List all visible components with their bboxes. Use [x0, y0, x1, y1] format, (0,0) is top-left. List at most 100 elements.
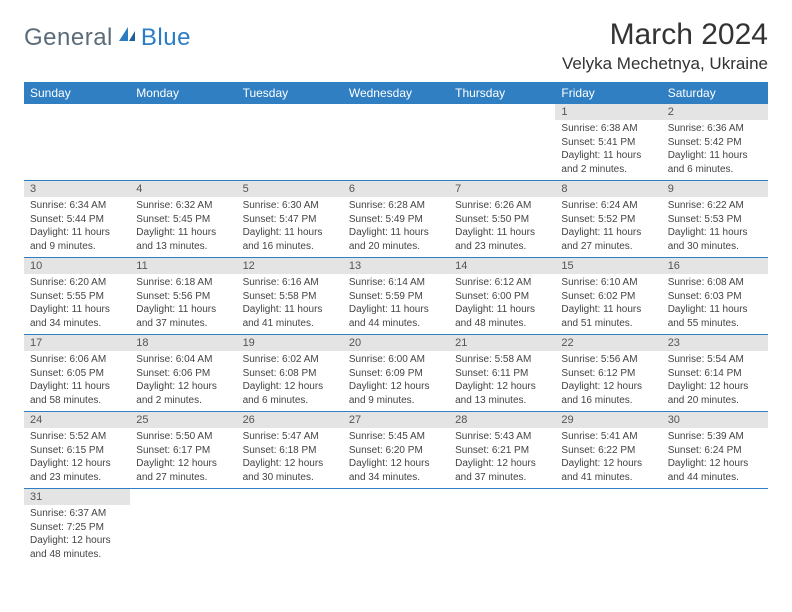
calendar-week-row: 24Sunrise: 5:52 AMSunset: 6:15 PMDayligh…	[24, 412, 768, 489]
sunset-text: Sunset: 7:25 PM	[30, 521, 124, 535]
day-details: Sunrise: 6:36 AMSunset: 5:42 PMDaylight:…	[662, 120, 768, 180]
day-details: Sunrise: 5:47 AMSunset: 6:18 PMDaylight:…	[237, 428, 343, 488]
calendar-cell: 31Sunrise: 6:37 AMSunset: 7:25 PMDayligh…	[24, 489, 130, 566]
day-number: 20	[343, 335, 449, 351]
sunrise-text: Sunrise: 6:38 AM	[561, 122, 655, 136]
day-number: 12	[237, 258, 343, 274]
calendar-cell: 21Sunrise: 5:58 AMSunset: 6:11 PMDayligh…	[449, 335, 555, 412]
weekday-header: Tuesday	[237, 82, 343, 104]
sunrise-text: Sunrise: 5:45 AM	[349, 430, 443, 444]
day-number: 22	[555, 335, 661, 351]
day-number	[555, 489, 661, 493]
logo-text-blue: Blue	[141, 24, 191, 52]
sunset-text: Sunset: 5:50 PM	[455, 213, 549, 227]
calendar-cell: 2Sunrise: 6:36 AMSunset: 5:42 PMDaylight…	[662, 104, 768, 181]
sunset-text: Sunset: 6:21 PM	[455, 444, 549, 458]
day-number	[449, 104, 555, 108]
calendar-cell: 30Sunrise: 5:39 AMSunset: 6:24 PMDayligh…	[662, 412, 768, 489]
sunset-text: Sunset: 6:14 PM	[668, 367, 762, 381]
sunset-text: Sunset: 5:59 PM	[349, 290, 443, 304]
sunset-text: Sunset: 5:45 PM	[136, 213, 230, 227]
day-details: Sunrise: 5:39 AMSunset: 6:24 PMDaylight:…	[662, 428, 768, 488]
sunset-text: Sunset: 5:58 PM	[243, 290, 337, 304]
calendar-table: Sunday Monday Tuesday Wednesday Thursday…	[24, 82, 768, 565]
daylight-text: Daylight: 11 hours and 30 minutes.	[668, 226, 762, 253]
calendar-cell: 13Sunrise: 6:14 AMSunset: 5:59 PMDayligh…	[343, 258, 449, 335]
sunset-text: Sunset: 6:02 PM	[561, 290, 655, 304]
calendar-cell: 11Sunrise: 6:18 AMSunset: 5:56 PMDayligh…	[130, 258, 236, 335]
sunrise-text: Sunrise: 6:16 AM	[243, 276, 337, 290]
day-details: Sunrise: 6:18 AMSunset: 5:56 PMDaylight:…	[130, 274, 236, 334]
daylight-text: Daylight: 12 hours and 20 minutes.	[668, 380, 762, 407]
sunset-text: Sunset: 5:53 PM	[668, 213, 762, 227]
day-details: Sunrise: 6:12 AMSunset: 6:00 PMDaylight:…	[449, 274, 555, 334]
day-number	[237, 104, 343, 108]
day-details: Sunrise: 5:41 AMSunset: 6:22 PMDaylight:…	[555, 428, 661, 488]
day-details: Sunrise: 6:28 AMSunset: 5:49 PMDaylight:…	[343, 197, 449, 257]
sunrise-text: Sunrise: 6:00 AM	[349, 353, 443, 367]
sunrise-text: Sunrise: 6:08 AM	[668, 276, 762, 290]
calendar-week-row: 10 Sunrise: 6:20 AMSunset: 5:55 PM Dayligh…	[24, 258, 768, 335]
calendar-cell: 10Sunrise: 6:20 AMSunset: 5:55 PMDayligh…	[24, 258, 130, 335]
day-number: 25	[130, 412, 236, 428]
sunset-text: Sunset: 6:05 PM	[30, 367, 124, 381]
logo-sail-icon	[117, 25, 139, 48]
daylight-text: Daylight: 12 hours and 44 minutes.	[668, 457, 762, 484]
day-number: 1	[555, 104, 661, 120]
day-number: 6	[343, 181, 449, 197]
sunset-text: Sunset: 6:18 PM	[243, 444, 337, 458]
daylight-text: Daylight: 11 hours and 20 minutes.	[349, 226, 443, 253]
daylight-text: Daylight: 12 hours and 30 minutes.	[243, 457, 337, 484]
day-number	[237, 489, 343, 493]
sunset-text: Sunset: 5:47 PM	[243, 213, 337, 227]
sunset-text: Sunset: 6:17 PM	[136, 444, 230, 458]
calendar-cell: 4Sunrise: 6:32 AMSunset: 5:45 PMDaylight…	[130, 181, 236, 258]
daylight-text: Daylight: 12 hours and 16 minutes.	[561, 380, 655, 407]
sunset-text: Sunset: 6:09 PM	[349, 367, 443, 381]
day-details: Sunrise: 6:04 AMSunset: 6:06 PMDaylight:…	[130, 351, 236, 411]
day-number: 23	[662, 335, 768, 351]
weekday-header: Saturday	[662, 82, 768, 104]
daylight-text: Daylight: 11 hours and 2 minutes.	[561, 149, 655, 176]
day-number	[343, 104, 449, 108]
day-number: 3	[24, 181, 130, 197]
calendar-cell: 24Sunrise: 5:52 AMSunset: 6:15 PMDayligh…	[24, 412, 130, 489]
calendar-cell: 26Sunrise: 5:47 AMSunset: 6:18 PMDayligh…	[237, 412, 343, 489]
weekday-header: Sunday	[24, 82, 130, 104]
daylight-text: Daylight: 12 hours and 13 minutes.	[455, 380, 549, 407]
day-number: 28	[449, 412, 555, 428]
daylight-text: Daylight: 11 hours and 41 minutes.	[243, 303, 337, 330]
day-details: Sunrise: 6:30 AMSunset: 5:47 PMDaylight:…	[237, 197, 343, 257]
sunrise-text: Sunrise: 5:43 AM	[455, 430, 549, 444]
weekday-header: Wednesday	[343, 82, 449, 104]
calendar-cell: 27Sunrise: 5:45 AMSunset: 6:20 PMDayligh…	[343, 412, 449, 489]
day-details: Sunrise: 5:52 AMSunset: 6:15 PMDaylight:…	[24, 428, 130, 488]
sunrise-text: Sunrise: 6:32 AM	[136, 199, 230, 213]
daylight-text: Daylight: 11 hours and 55 minutes.	[668, 303, 762, 330]
day-details: Sunrise: 6:10 AMSunset: 6:02 PMDaylight:…	[555, 274, 661, 334]
daylight-text: Daylight: 11 hours and 27 minutes.	[561, 226, 655, 253]
sunset-text: Sunset: 5:55 PM	[30, 290, 124, 304]
day-number: 14	[449, 258, 555, 274]
day-number	[130, 489, 236, 493]
calendar-cell: 14Sunrise: 6:12 AMSunset: 6:00 PMDayligh…	[449, 258, 555, 335]
sunrise-text: Sunrise: 6:30 AM	[243, 199, 337, 213]
daylight-text: Daylight: 11 hours and 13 minutes.	[136, 226, 230, 253]
sunset-text: Sunset: 6:08 PM	[243, 367, 337, 381]
weekday-header: Monday	[130, 82, 236, 104]
calendar-week-row: 3Sunrise: 6:34 AMSunset: 5:44 PMDaylight…	[24, 181, 768, 258]
calendar-week-row: 17Sunrise: 6:06 AMSunset: 6:05 PMDayligh…	[24, 335, 768, 412]
sunrise-text: Sunrise: 5:41 AM	[561, 430, 655, 444]
daylight-text: Daylight: 12 hours and 34 minutes.	[349, 457, 443, 484]
day-number: 24	[24, 412, 130, 428]
calendar-cell: 6Sunrise: 6:28 AMSunset: 5:49 PMDaylight…	[343, 181, 449, 258]
day-number: 7	[449, 181, 555, 197]
sunrise-text: Sunrise: 5:58 AM	[455, 353, 549, 367]
sunrise-text: Sunrise: 6:20 AM	[30, 276, 124, 290]
sunset-text: Sunset: 6:22 PM	[561, 444, 655, 458]
calendar-cell	[343, 489, 449, 566]
day-number: 11	[130, 258, 236, 274]
daylight-text: Daylight: 11 hours and 58 minutes.	[30, 380, 124, 407]
day-number: 10	[24, 258, 130, 274]
sunrise-text: Sunrise: 6:22 AM	[668, 199, 762, 213]
